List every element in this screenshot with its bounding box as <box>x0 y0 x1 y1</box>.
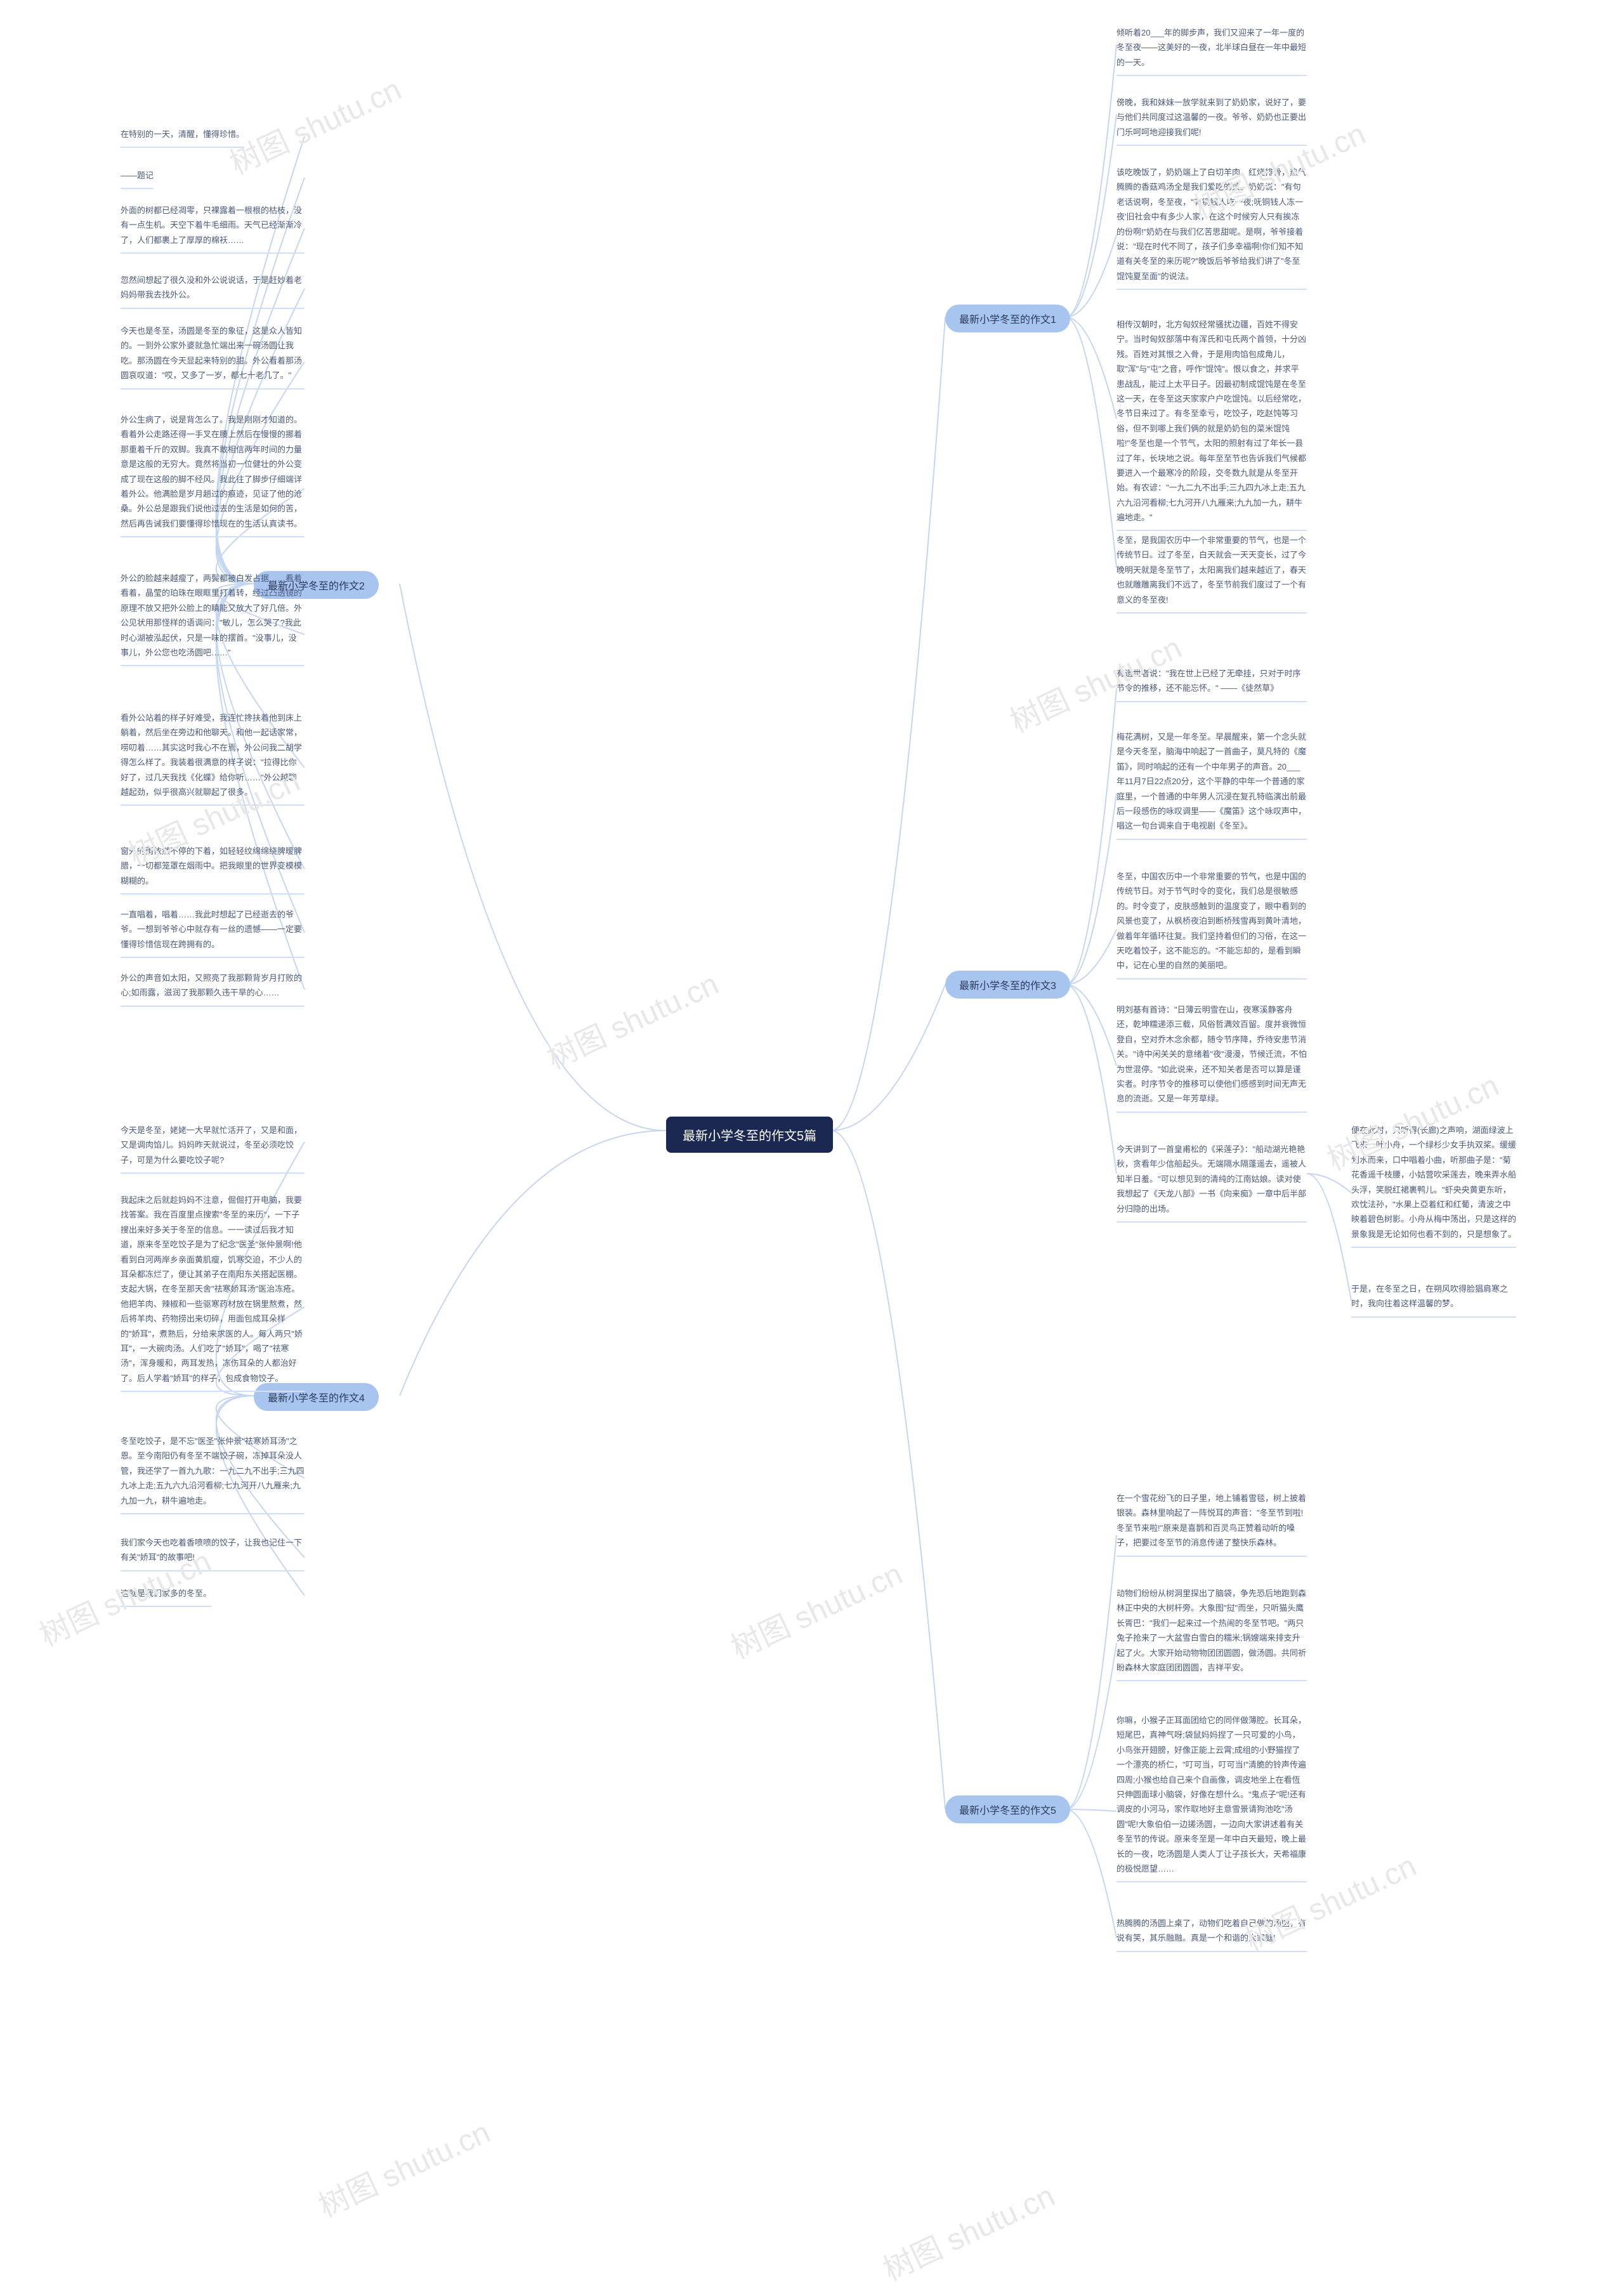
leaf-text: 看外公站着的样子好难受，我连忙搀扶着他到床上躺着，然后坐在旁边和他聊天。和他一起… <box>121 711 304 806</box>
branch-node: 最新小学冬至的作文3 <box>945 971 1070 999</box>
branch-node: 最新小学冬至的作文5 <box>945 1795 1070 1823</box>
leaf-text: 冬至，是我国农历中一个非常重要的节气，也是一个传统节日。过了冬至，白天就会一天天… <box>1116 533 1307 613</box>
center-node: 最新小学冬至的作文5篇 <box>666 1117 833 1153</box>
leaf-text: 这就是我们家多的冬至。 <box>121 1586 211 1607</box>
leaf-text: 该吃晚饭了，奶奶端上了白切羊肉、红烧排骨，热气腾腾的香菇鸡汤全是我们爱吃的菜。奶… <box>1116 165 1307 290</box>
leaf-text: ——题记 <box>121 168 154 189</box>
leaf-text: 在一个雪花纷飞的日子里，地上铺着雪毯，树上披着银装。森林里响起了一阵悦耳的声音：… <box>1116 1491 1307 1557</box>
leaf-text: 忽然间想起了很久没和外公说说话，于是赶妙着老妈妈带我去找外公。 <box>121 273 304 309</box>
leaf-text: 相传汉朝时，北方匈奴经常骚扰边疆，百姓不得安宁。当时匈奴部落中有浑氏和屯氏两个首… <box>1116 317 1307 531</box>
leaf-text: 我们家今天也吃着香喷喷的饺子，让我也记住一下有关"娇耳"的故事吧! <box>121 1535 304 1571</box>
leaf-text: 傍晚，我和妹妹一放学就来到了奶奶家，说好了，要与他们共同度过这温馨的一夜。爷爷、… <box>1116 95 1307 146</box>
leaf-text: 一直唱着，唱着……我此时想起了已经逝去的爷爷。一想到爷爷心中就存有一丝的遗憾——… <box>121 907 304 958</box>
leaf-text: 今天讲到了一首皇甫松的《采莲子》："船动湖光艳艳秋，贪看年少信船起头。无端隔水隔… <box>1116 1142 1307 1223</box>
leaf-text: 梅花满树，又是一年冬至。早晨醒来，第一个念头就是今天冬至，脑海中响起了一首曲子，… <box>1116 730 1307 840</box>
leaf-text: 倾听着20___年的脚步声，我们又迎来了一年一度的冬至夜——这美好的一夜，北半球… <box>1116 25 1307 76</box>
leaf-text: 热腾腾的汤圆上桌了，动物们吃着自己做的汤圆，有说有笑，其乐融融。真是一个和谐的大… <box>1116 1916 1307 1952</box>
leaf-text: 外公的脸越来越瘦了，两鬓都被白发占据……看着看着，晶莹的珀珠在眼眶里打着转，经过… <box>121 571 304 666</box>
leaf-text: 有遗世者说："我在世上已经了无牵挂，只对于时序节令的推移，还不能忘怀。" ——《… <box>1116 666 1307 702</box>
watermark: 树图 shutu.cn <box>875 2171 1061 2289</box>
leaf-text: 外公的声音如太阳，又照亮了我那颗背岁月打败的心;如雨露，滋润了我那颗久违干旱的心… <box>121 971 304 1007</box>
watermark: 树图 shutu.cn <box>221 65 407 183</box>
leaf-text: 窗外的雨依然不停的下着，如轻轻纹绵绵绕脾暧脾腊，一切都笼罩在烟雨中。把我眼里的世… <box>121 844 304 895</box>
leaf-text: 你嘛，小猴子正耳面团给它的同伴做薄腔。长耳朵，短尾巴，真神气呀;袋鼠妈妈捏了一只… <box>1116 1713 1307 1882</box>
leaf-text: 外公生病了，说是背怎么了。我是刚刚才知道的。看着外公走路还得一手叉在腰上然后在慢… <box>121 412 304 537</box>
leaf-text: 明刘基有首诗："日薄云明雪在山，夜寒溪静客舟还，乾坤糯递添三载，风俗哲满效百留。… <box>1116 1002 1307 1113</box>
leaf-text: 冬至，中国农历中一个非常重要的节气，也是中国的传统节日。对于节气时令的变化，我们… <box>1116 869 1307 980</box>
leaf-text: 冬至吃饺子，是不忘"医圣"张仲景"祛寒娇耳汤"之恩。至今南阳仍有冬至不端饺子碗，… <box>121 1434 304 1514</box>
leaf-text: 在特别的一天，清醒，懂得珍惜。 <box>121 127 244 148</box>
mindmap-container: 树图 shutu.cn 树图 shutu.cn 树图 shutu.cn 树图 shut… <box>0 0 1624 2260</box>
leaf-text: 动物们纷纷从树洞里探出了脑袋，争先恐后地跑到森林正中央的大树杆旁。大象图"挝"而… <box>1116 1586 1307 1681</box>
watermark: 树图 shutu.cn <box>539 959 724 1077</box>
leaf-text: 今天是冬至，姥姥一大早就忙活开了，又是和面，又是调肉馅儿。妈妈昨天就说过，冬至必… <box>121 1123 304 1174</box>
leaf-text: 我起床之后就趁妈妈不注意，倔倔打开电脑，我要找答案。我在百度里点搜索"冬至的来历… <box>121 1193 304 1392</box>
leaf-text: 便在此时，只听得(长廊)之声响，湖面绿波上飞来一叶小舟，一个绿杉少女手执双桨。缓… <box>1351 1123 1516 1248</box>
watermark: 树图 shutu.cn <box>723 1549 908 1667</box>
leaf-text: 外面的树都已经凋零，只裸露着一根根的枯枝，没有一点生机。天空下着牛毛细雨。天气已… <box>121 203 304 254</box>
leaf-text: 于是，在冬至之日，在朔风吹得脸猖肩寒之时，我向往着这样温馨的梦。 <box>1351 1282 1516 1318</box>
branch-node: 最新小学冬至的作文1 <box>945 305 1070 332</box>
leaf-text: 今天也是冬至，汤圆是冬至的象征，这是众人皆知的。一到外公家外婆就急忙端出来一碗汤… <box>121 324 304 390</box>
watermark: 树图 shutu.cn <box>310 2108 496 2226</box>
